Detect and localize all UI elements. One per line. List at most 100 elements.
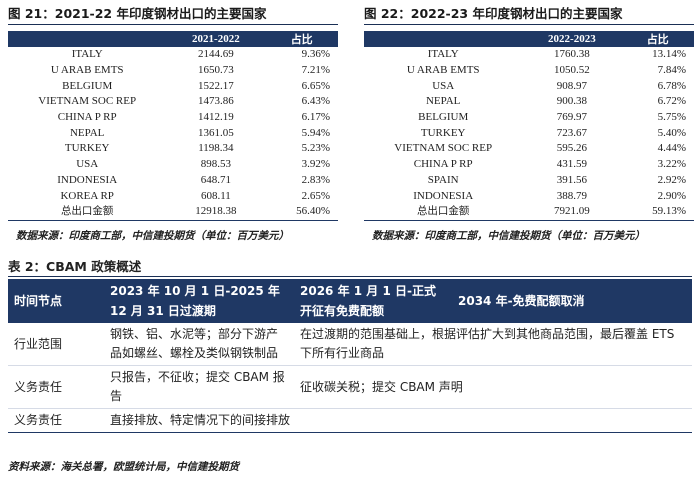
country-cell: INDONESIA	[57, 173, 118, 186]
table-row: KOREA RP 608.11 2.65%	[8, 188, 338, 204]
figure-21-title: 图 21：2021-22 年印度钢材出口的主要国家	[8, 4, 338, 25]
share-cell: 6.78%	[657, 79, 686, 92]
share-cell: 59.13%	[621, 203, 694, 221]
share-cell: 6.17%	[301, 111, 330, 124]
country-cell: U ARAB EMTS	[406, 64, 480, 77]
country-cell: ITALY	[71, 48, 103, 61]
cbam-policy-table: 时间节点 2023 年 10 月 1 日-2025 年 12 月 31 日过渡期…	[8, 279, 692, 433]
figure-21-table: 2021-2022 占比 ITALY 2144.69 9.36% U ARAB EMT…	[8, 31, 338, 221]
table-row: SPAIN 391.56 2.92%	[364, 173, 694, 189]
header-cell: 2023 年 10 月 1 日-2025 年 12 月 31 日过渡期	[104, 279, 294, 323]
table-header-row: 2022-2023 占比	[364, 31, 694, 47]
share-cell: 5.94%	[301, 126, 330, 139]
table-row: VIETNAM SOC REP 1473.86 6.43%	[8, 94, 338, 110]
country-cell: KOREA RP	[60, 189, 114, 202]
country-cell: CHINA P RP	[57, 111, 117, 124]
value-cell: 608.11	[200, 189, 231, 202]
header-cell: 占比	[621, 31, 694, 47]
table-cell: 征收碳关税；提交 CBAM 声明	[294, 365, 692, 409]
table-row: CHINA P RP 1412.19 6.17%	[8, 110, 338, 126]
header-cell	[364, 31, 523, 47]
value-cell: 908.97	[556, 79, 588, 92]
value-cell: 391.56	[556, 173, 588, 186]
table-row: U ARAB EMTS 1650.73 7.21%	[8, 63, 338, 79]
table-header-row: 2021-2022 占比	[8, 31, 338, 47]
figure-21-source: 数据来源：印度商工部，中信建投期货（单位：百万美元）	[16, 229, 289, 242]
country-cell: U ARAB EMTS	[50, 64, 124, 77]
country-cell: VIETNAM SOC REP	[38, 95, 137, 108]
figure-21: 图 21：2021-22 年印度钢材出口的主要国家 2021-2022 占比 I…	[8, 4, 338, 243]
table-row: BELGIUM 769.97 5.75%	[364, 110, 694, 126]
country-cell: 总出口金额	[364, 203, 523, 221]
share-cell: 2.92%	[657, 173, 686, 186]
share-cell: 4.44%	[657, 142, 686, 155]
share-cell: 2.90%	[657, 189, 686, 202]
country-cell: SPAIN	[427, 173, 459, 186]
country-cell: USA	[432, 79, 455, 92]
share-cell: 56.40%	[265, 203, 338, 221]
value-cell: 2144.69	[198, 48, 234, 61]
country-cell: NEPAL	[69, 126, 105, 139]
table-cell: 在过渡期的范围基础上，根据评估扩大到其他商品范围，最后覆盖 ETS 下所有行业商…	[294, 323, 692, 366]
table-2-title: 表 2：CBAM 政策概述	[8, 258, 692, 277]
country-cell: ITALY	[427, 48, 459, 61]
share-cell: 6.65%	[301, 79, 330, 92]
table-row: NEPAL 1361.05 5.94%	[8, 125, 338, 141]
table-row: 义务责任 只报告，不征收；提交 CBAM 报告 征收碳关税；提交 CBAM 声明	[8, 365, 692, 409]
table-row: BELGIUM 1522.17 6.65%	[8, 78, 338, 94]
figure-22-table: 2022-2023 占比 ITALY 1760.38 13.14% U ARAB EM…	[364, 31, 694, 221]
value-cell: 388.79	[556, 189, 588, 202]
value-cell: 1650.73	[198, 64, 234, 77]
share-cell: 3.92%	[301, 158, 330, 171]
table-row: ITALY 2144.69 9.36%	[8, 47, 338, 63]
country-cell: VIETNAM SOC REP	[394, 142, 493, 155]
share-cell: 13.14%	[652, 48, 686, 61]
figure-22-source: 数据来源：印度商工部，中信建投期货（单位：百万美元）	[372, 229, 645, 242]
value-cell: 898.53	[200, 158, 232, 171]
country-cell: BELGIUM	[62, 79, 113, 92]
table-row: USA 898.53 3.92%	[8, 157, 338, 173]
value-cell: 1473.86	[198, 95, 234, 108]
value-cell: 1361.05	[198, 126, 234, 139]
share-cell: 7.21%	[301, 64, 330, 77]
header-cell: 2021-2022	[166, 31, 266, 47]
value-cell: 1412.19	[198, 111, 234, 124]
share-cell: 9.36%	[301, 48, 330, 61]
country-cell: TURKEY	[420, 126, 466, 139]
table-row: 义务责任 直接排放、特定情况下的间接排放	[8, 408, 692, 433]
value-cell: 1050.52	[554, 64, 590, 77]
value-cell: 769.97	[556, 111, 588, 124]
share-cell: 7.84%	[657, 64, 686, 77]
value-cell: 1760.38	[554, 48, 590, 61]
country-cell: CHINA P RP	[413, 158, 473, 171]
table-cell: 钢铁、铝、水泥等；部分下游产品如螺丝、螺栓及类似钢铁制品	[104, 323, 294, 366]
table-row: 行业范围 钢铁、铝、水泥等；部分下游产品如螺丝、螺栓及类似钢铁制品 在过渡期的范…	[8, 323, 692, 366]
country-cell: NEPAL	[425, 95, 461, 108]
value-cell: 7921.09	[522, 203, 622, 221]
share-cell: 6.72%	[657, 95, 686, 108]
header-cell	[8, 31, 167, 47]
table-header-row: 时间节点 2023 年 10 月 1 日-2025 年 12 月 31 日过渡期…	[8, 279, 692, 323]
value-cell: 1198.34	[198, 142, 234, 155]
row-label: 义务责任	[8, 408, 104, 433]
table-row: USA 908.97 6.78%	[364, 78, 694, 94]
share-cell: 6.43%	[301, 95, 330, 108]
table-row: ITALY 1760.38 13.14%	[364, 47, 694, 63]
share-cell: 2.83%	[301, 173, 330, 186]
row-label: 义务责任	[8, 365, 104, 409]
country-cell: BELGIUM	[418, 111, 469, 124]
share-cell: 5.40%	[657, 126, 686, 139]
share-cell: 5.23%	[301, 142, 330, 155]
share-cell: 5.75%	[657, 111, 686, 124]
table-row: INDONESIA 388.79 2.90%	[364, 188, 694, 204]
value-cell: 648.71	[200, 173, 232, 186]
table-row: TURKEY 1198.34 5.23%	[8, 141, 338, 157]
header-cell: 2022-2023	[522, 31, 622, 47]
country-cell: 总出口金额	[8, 203, 167, 221]
country-cell: TURKEY	[64, 142, 110, 155]
value-cell: 12918.38	[166, 203, 266, 221]
value-cell: 900.38	[556, 95, 588, 108]
table-row: INDONESIA 648.71 2.83%	[8, 173, 338, 189]
value-cell: 723.67	[556, 126, 588, 139]
header-cell: 2026 年 1 月 1 日-正式开征有免费配额	[294, 279, 452, 323]
